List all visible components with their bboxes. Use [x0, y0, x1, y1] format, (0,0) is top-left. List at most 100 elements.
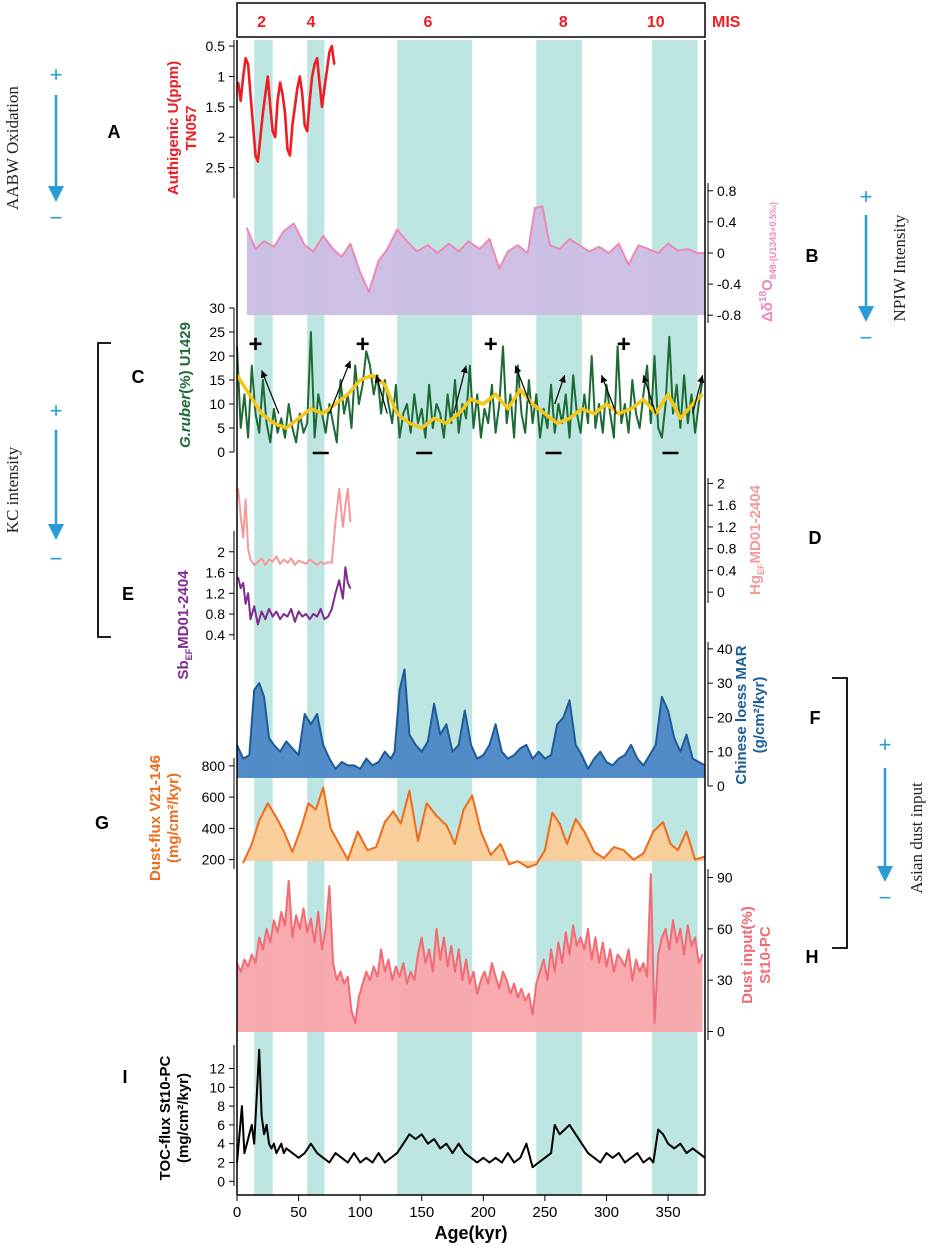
data-point [303, 713, 306, 715]
data-point [599, 750, 602, 753]
data-point [550, 384, 552, 386]
data-point [295, 914, 297, 916]
data-point [581, 754, 583, 756]
series-label-E: SbEFMD01-2404 [175, 570, 194, 680]
data-point [268, 1142, 270, 1145]
data-point [672, 919, 674, 922]
y-tick-label: 1.6 [717, 497, 737, 513]
data-point [354, 1022, 357, 1024]
data-point [558, 248, 561, 250]
data-point [264, 93, 267, 96]
data-point [326, 69, 328, 72]
series-area [237, 874, 703, 1032]
data-point [544, 1157, 546, 1159]
axis-E: 0.4 0.8 1.2 1.6 2 [206, 531, 235, 643]
data-point [557, 403, 560, 405]
data-point [398, 975, 401, 978]
data-point [409, 432, 412, 434]
data-point [599, 1161, 602, 1164]
series-label-A: Authigenic U(ppm) TN057 [165, 61, 200, 195]
data-point [669, 843, 672, 845]
data-point [292, 222, 295, 225]
y-tick-label: 20 [717, 709, 733, 725]
side-annotation-2: KC intensity + − [3, 398, 64, 571]
data-point [390, 757, 392, 760]
data-point [593, 757, 595, 760]
data-point [622, 849, 625, 851]
data-point [289, 154, 291, 157]
data-point [359, 1161, 362, 1164]
data-point [390, 1157, 392, 1159]
y-tick-label: 0.8 [206, 606, 226, 622]
data-point [296, 87, 299, 90]
data-point [667, 242, 669, 245]
data-point [501, 750, 503, 753]
data-point [265, 1124, 268, 1126]
data-point [260, 557, 263, 560]
down-arrow-head [48, 186, 64, 202]
data-point [630, 1157, 632, 1159]
mis-title: MIS [712, 14, 741, 31]
data-point [273, 1142, 275, 1145]
data-point [698, 1152, 700, 1154]
data-point [371, 1161, 374, 1164]
data-point [331, 562, 333, 564]
data-point [433, 702, 435, 705]
data-point [371, 764, 374, 767]
data-point [328, 757, 331, 760]
data-point [553, 970, 556, 973]
data-point [328, 51, 331, 53]
data-point [316, 615, 318, 618]
data-point [448, 242, 450, 245]
data-point [524, 999, 526, 1002]
series-line [237, 566, 352, 626]
data-point [642, 764, 645, 767]
data-point [675, 384, 678, 386]
data-point [299, 75, 301, 78]
data-point [279, 618, 281, 620]
data-point [487, 982, 490, 985]
data-point [488, 238, 491, 240]
data-point [310, 1142, 312, 1145]
data-point [291, 1152, 294, 1154]
data-point [308, 100, 311, 102]
data-point [343, 412, 345, 415]
data-point [317, 393, 320, 396]
data-point [414, 744, 417, 746]
axis-C: 0 5 10 15 20 25 30 [209, 300, 235, 460]
x-tick-label: 150 [409, 1204, 434, 1221]
y-tick-label: 10 [717, 744, 733, 760]
data-point [300, 827, 302, 830]
data-point [464, 709, 466, 712]
side-annotation-text: KC intensity [3, 446, 22, 533]
data-point [583, 830, 586, 833]
data-point [675, 941, 678, 944]
data-point [526, 866, 529, 869]
data-point [457, 948, 460, 951]
data-point [534, 207, 536, 209]
data-point [650, 873, 652, 875]
data-point [276, 100, 279, 102]
data-point [476, 393, 479, 396]
data-point [618, 242, 620, 245]
minus-sign: − [50, 546, 63, 571]
data-point [253, 1142, 255, 1145]
x-tick-label: 100 [348, 1204, 373, 1221]
data-point [450, 945, 453, 947]
data-point [583, 948, 586, 951]
data-point [246, 1142, 248, 1145]
data-point [268, 608, 270, 610]
data-point [624, 754, 626, 756]
trend-arrow [328, 360, 351, 414]
data-point [542, 958, 545, 961]
data-point [417, 953, 419, 956]
data-point [323, 618, 326, 620]
data-point [581, 1142, 583, 1145]
data-point [668, 948, 671, 951]
data-point [347, 858, 349, 861]
data-point [239, 587, 242, 589]
y-tick-label: 0.5 [206, 38, 226, 54]
data-point [384, 1161, 386, 1164]
data-point [498, 403, 501, 405]
